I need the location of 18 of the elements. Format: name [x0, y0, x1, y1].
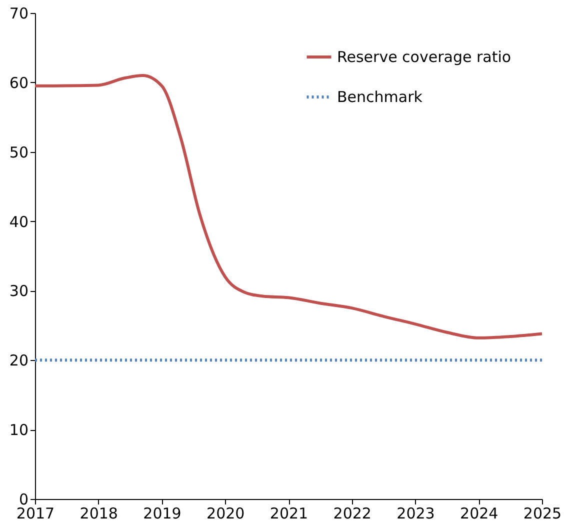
y-tick-label: 40	[9, 212, 28, 231]
x-tick-label: 2019	[143, 504, 182, 522]
y-tick-label: 10	[9, 421, 28, 440]
x-tick-label: 2018	[80, 504, 118, 522]
line-series	[34, 74, 544, 340]
y-tick-label: 50	[9, 143, 28, 162]
x-tick-label: 2022	[333, 504, 372, 522]
y-tick-label: 60	[9, 74, 28, 92]
x-tick-label: 2023	[396, 504, 435, 522]
x-tick-label: 2025	[523, 504, 562, 522]
legend-label: Reserve coverage ratio	[337, 48, 512, 66]
x-tick-label: 2021	[270, 504, 308, 522]
x-tick-label: 2020	[206, 504, 245, 522]
y-tick-label: 70	[9, 4, 28, 22]
x-tick-label: 2024	[460, 504, 498, 522]
y-tick-label: 20	[9, 352, 28, 370]
y-tick-label: 30	[9, 282, 28, 300]
legend-label: Benchmark	[337, 88, 423, 106]
